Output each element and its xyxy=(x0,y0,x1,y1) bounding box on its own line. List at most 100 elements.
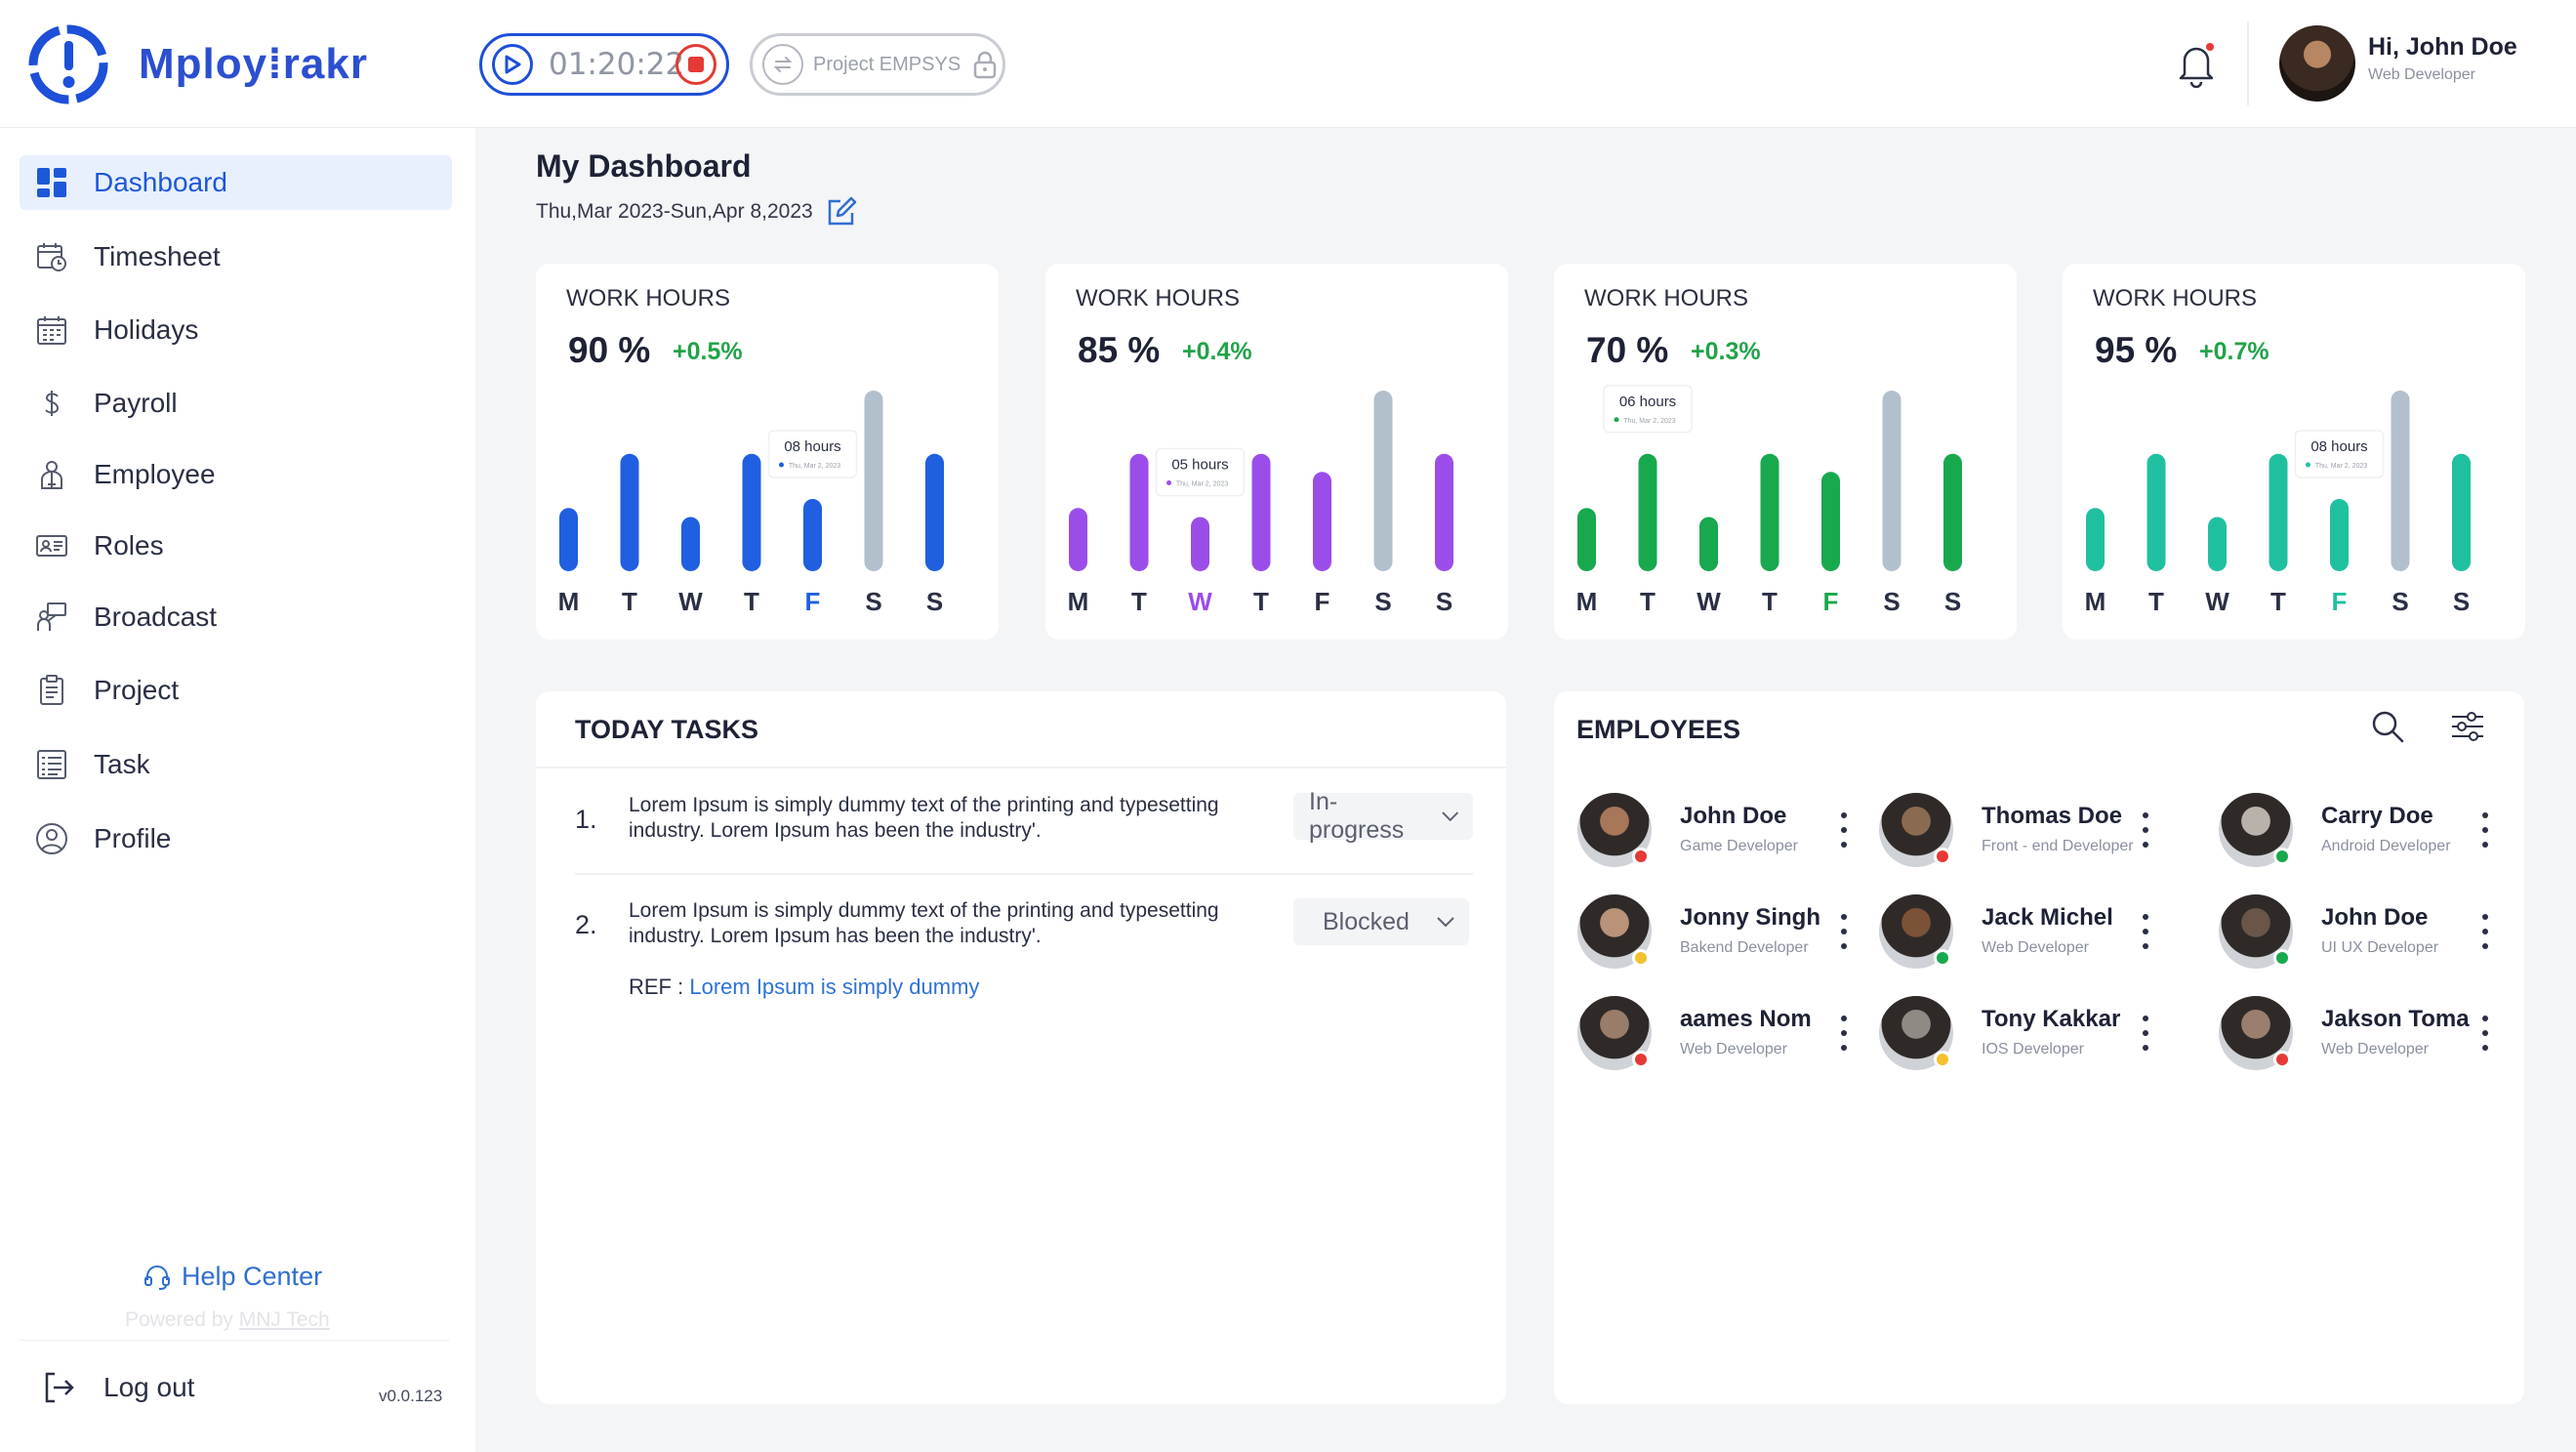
employee-card[interactable]: John Doe Game Developer xyxy=(1577,793,1890,871)
employee-card[interactable]: Jakson Toma Web Developer xyxy=(2219,996,2531,1074)
powered-by-link[interactable]: MNJ Tech xyxy=(238,1308,330,1331)
chart-day-label: T xyxy=(1640,587,1656,616)
work-hours-card-3: WORK HOURS 70 % +0.3% M T W T F S S 06 hours Thu… xyxy=(1554,264,2017,640)
employee-card[interactable]: John Doe UI UX Developer xyxy=(2219,894,2531,973)
sidebar-item-label: Profile xyxy=(94,823,172,853)
notification-bell-button[interactable] xyxy=(2175,41,2218,89)
chart-bar[interactable] xyxy=(1943,453,1962,571)
work-hours-chart: M T W T F S S 08 hours Thu, Mar 2, 2023 xyxy=(558,391,944,616)
chart-tooltip: 08 hours Thu, Mar 2, 2023 xyxy=(2294,430,2385,478)
chart-day-label: M xyxy=(558,587,580,616)
play-icon xyxy=(505,55,521,74)
chart-bar[interactable] xyxy=(803,499,822,571)
notification-dot xyxy=(2206,43,2214,51)
chart-bar[interactable] xyxy=(742,453,761,571)
chart-day-label: T xyxy=(1762,587,1778,616)
chart-bar[interactable] xyxy=(1435,453,1453,571)
logout-icon xyxy=(45,1372,74,1403)
sidebar-item-broadcast[interactable]: Broadcast xyxy=(20,590,452,644)
chart-bar[interactable] xyxy=(2147,453,2166,571)
chart-bar[interactable] xyxy=(1638,453,1657,571)
logout-button[interactable]: Log out xyxy=(41,1370,194,1405)
more-options-icon[interactable] xyxy=(2482,812,2490,848)
filter-sliders-icon[interactable] xyxy=(2450,709,2485,744)
chart-bar[interactable] xyxy=(2452,453,2471,571)
chart-bar[interactable] xyxy=(1251,453,1271,571)
chart-bar[interactable] xyxy=(681,517,700,572)
employees-panel: EMPLOYEES John Doe Game Developer Thomas D… xyxy=(1554,691,2524,1404)
employee-card[interactable]: Thomas Doe Front - end Developer xyxy=(1879,793,2191,871)
chart-bar[interactable] xyxy=(1373,391,1393,571)
more-options-icon[interactable] xyxy=(1841,1016,1849,1051)
chart-day-label: S xyxy=(1944,587,1961,616)
sidebar-item-employee[interactable]: Employee xyxy=(20,447,452,502)
sidebar-item-project[interactable]: Project xyxy=(20,663,452,718)
project-selector[interactable]: Project EMPSYS xyxy=(750,33,1005,96)
work-hours-card-2: WORK HOURS 85 % +0.4% M T W T F S S 05 hours Thu… xyxy=(1045,264,1508,640)
chart-bar[interactable] xyxy=(1577,508,1596,571)
task-status-value: Blocked xyxy=(1323,907,1410,935)
chart-bar[interactable] xyxy=(2391,391,2410,571)
more-options-icon[interactable] xyxy=(1841,812,1849,848)
work-delta: +0.3% xyxy=(1691,338,1761,365)
chart-bar[interactable] xyxy=(1069,508,1087,571)
employee-role: Android Developer xyxy=(2321,838,2451,854)
chart-bar[interactable] xyxy=(864,391,883,571)
chart-bar[interactable] xyxy=(2330,499,2349,571)
more-options-icon[interactable] xyxy=(2482,914,2490,949)
work-percent: 90 % xyxy=(568,330,651,370)
sidebar-item-dashboard[interactable]: Dashboard xyxy=(20,155,452,210)
chart-day-label: F xyxy=(1315,587,1330,616)
ref-link[interactable]: Lorem Ipsum is simply dummy xyxy=(689,975,980,999)
chart-tooltip: 05 hours Thu, Mar 2, 2023 xyxy=(1155,447,1246,497)
employee-card[interactable]: Tony Kakkar IOS Developer xyxy=(1879,996,2191,1074)
chart-bar[interactable] xyxy=(559,508,578,571)
task-status-dropdown[interactable]: In-progress xyxy=(1293,788,1473,844)
help-center-link[interactable]: Help Center xyxy=(143,1262,322,1292)
tooltip-dot xyxy=(1614,417,1619,423)
sidebar-item-timesheet[interactable]: Timesheet xyxy=(20,229,452,284)
chart-day-label: T xyxy=(1253,587,1269,616)
bell-icon xyxy=(2179,47,2214,89)
more-options-icon[interactable] xyxy=(2143,812,2150,848)
more-options-icon[interactable] xyxy=(2482,1016,2490,1051)
employee-card[interactable]: Jonny Singh Bakend Developer xyxy=(1577,894,1890,973)
more-options-icon[interactable] xyxy=(2143,1016,2150,1051)
stop-button[interactable] xyxy=(675,44,716,85)
chart-bar[interactable] xyxy=(620,453,639,571)
task-status-dropdown[interactable]: Blocked xyxy=(1293,898,1469,945)
chart-bar[interactable] xyxy=(1699,517,1718,572)
chart-bar[interactable] xyxy=(1821,472,1840,571)
chart-bar[interactable] xyxy=(925,453,944,571)
chart-bar[interactable] xyxy=(1191,517,1209,572)
chart-day-label: S xyxy=(865,587,881,616)
chart-bar[interactable] xyxy=(1129,453,1149,571)
search-icon[interactable] xyxy=(2370,709,2405,744)
chart-day-label: W xyxy=(2205,587,2229,616)
sidebar-item-payroll[interactable]: Payroll xyxy=(20,376,452,431)
chart-bar[interactable] xyxy=(2269,453,2288,571)
app-logo[interactable]: Mploy⁞rakr xyxy=(25,21,368,107)
sidebar-item-profile[interactable]: Profile xyxy=(20,811,452,866)
more-options-icon[interactable] xyxy=(2143,914,2150,949)
task-status-value: In-progress xyxy=(1309,788,1405,844)
tooltip-dot xyxy=(779,462,784,468)
task-number: 2. xyxy=(575,910,597,939)
play-button[interactable] xyxy=(492,44,533,85)
employee-card[interactable]: aames Nom Web Developer xyxy=(1577,996,1890,1074)
user-avatar[interactable] xyxy=(2279,25,2355,102)
employee-card[interactable]: Jack Michel Web Developer xyxy=(1879,894,2191,973)
chart-bar[interactable] xyxy=(2086,508,2105,571)
sidebar-item-roles[interactable]: Roles xyxy=(20,519,452,573)
chart-bar[interactable] xyxy=(1760,453,1779,571)
more-options-icon[interactable] xyxy=(1841,914,1849,949)
employee-card[interactable]: Carry Doe Android Developer xyxy=(2219,793,2531,871)
card-title: WORK HOURS xyxy=(566,285,730,311)
sidebar-item-task[interactable]: Task xyxy=(20,737,452,792)
sidebar-item-holidays[interactable]: Holidays xyxy=(20,303,452,357)
logo-mark-icon xyxy=(28,24,108,104)
chart-bar[interactable] xyxy=(1313,472,1331,571)
edit-icon[interactable] xyxy=(825,195,858,228)
chart-bar[interactable] xyxy=(1882,391,1901,571)
chart-bar[interactable] xyxy=(2208,517,2227,572)
